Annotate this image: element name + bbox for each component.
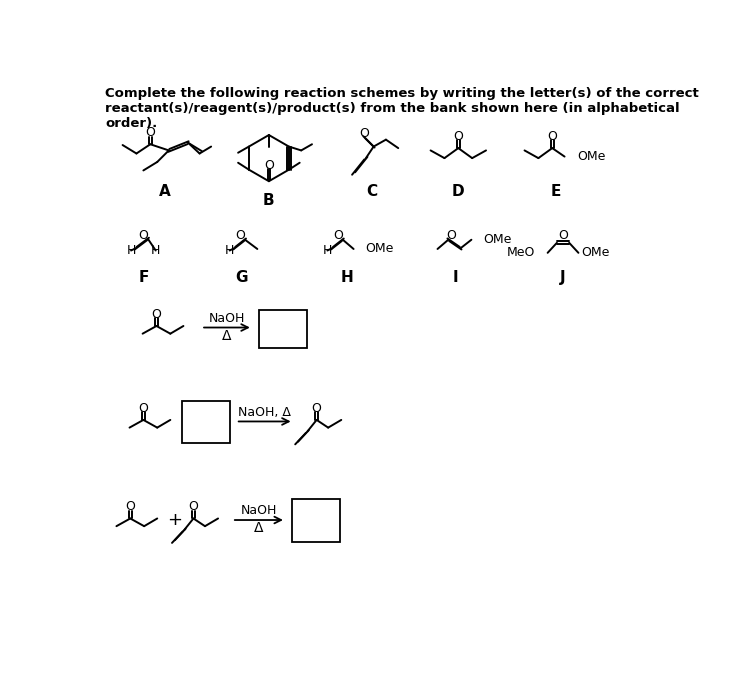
Text: H: H [323, 244, 332, 257]
Text: D: D [452, 184, 465, 199]
Text: C: C [367, 184, 378, 199]
Text: OMe: OMe [577, 150, 605, 163]
Text: G: G [236, 270, 248, 285]
Text: O: O [548, 130, 557, 143]
Text: O: O [359, 127, 370, 140]
Text: O: O [312, 402, 321, 415]
Text: O: O [125, 500, 135, 514]
Text: H: H [341, 270, 354, 285]
Text: O: O [558, 228, 568, 241]
Text: H: H [225, 244, 234, 257]
Text: E: E [550, 184, 561, 199]
Text: OMe: OMe [581, 246, 610, 260]
Text: NaOH: NaOH [241, 504, 277, 517]
Text: O: O [453, 130, 463, 143]
Text: Complete the following reaction schemes by writing the letter(s) of the correct
: Complete the following reaction schemes … [105, 87, 698, 130]
Text: NaOH: NaOH [209, 312, 244, 324]
Text: OMe: OMe [365, 243, 394, 256]
Text: OMe: OMe [484, 233, 512, 246]
Text: O: O [152, 308, 162, 321]
Text: F: F [138, 270, 149, 285]
Text: Δ: Δ [222, 329, 231, 343]
Text: A: A [159, 184, 171, 199]
Text: H: H [127, 244, 135, 257]
Text: +: + [168, 511, 182, 529]
Text: NaOH, Δ: NaOH, Δ [238, 406, 291, 418]
Bar [182, 401, 230, 443]
Text: MeO: MeO [507, 246, 535, 260]
Text: O: O [264, 159, 274, 172]
Text: H: H [151, 244, 160, 257]
Text: O: O [189, 500, 198, 514]
Text: O: O [236, 228, 245, 241]
Text: O: O [447, 228, 456, 241]
Text: J: J [560, 270, 566, 285]
Text: Δ: Δ [254, 521, 264, 535]
Text: I: I [452, 270, 458, 285]
Text: O: O [146, 126, 155, 139]
Text: B: B [263, 193, 274, 208]
Text: O: O [138, 228, 149, 241]
Bar [259, 310, 307, 348]
Bar [292, 500, 340, 541]
Text: O: O [138, 402, 149, 415]
Text: O: O [333, 228, 343, 241]
